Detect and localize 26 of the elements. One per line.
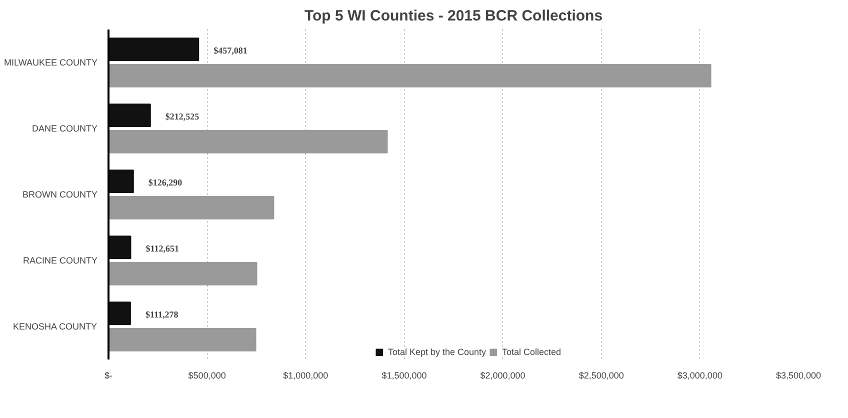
data-label: $212,525 [165,111,200,122]
x-tick-label: $3,500,000 [776,370,822,380]
x-tick-label: $1,000,000 [283,370,328,380]
x-tick-label: $1,500,000 [382,370,427,380]
bar [108,236,132,260]
bar [108,104,151,128]
x-tick-label: $2,000,000 [480,370,526,380]
data-label: $457,081 [214,45,248,56]
data-label: $126,290 [148,177,183,188]
legend-label: Total Kept by the County [388,347,486,357]
bar [108,170,134,194]
legend-label: Total Collected [502,347,562,357]
x-tick-label: $3,000,000 [677,370,722,380]
y-tick-label: RACINE COUNTY [22,256,98,266]
y-tick-label: MILWAUKEE COUNTY [4,58,98,68]
x-tick-label: $2,500,000 [578,370,624,380]
x-tick-label: $500,000 [188,370,226,380]
chart-title: Top 5 WI Counties - 2015 BCR Collections [304,8,603,24]
y-tick-label: DANE COUNTY [32,124,98,134]
x-tick-label: $- [104,370,113,380]
bar [108,38,200,62]
bar [108,302,131,326]
y-tick-label: KENOSHA COUNTY [12,322,98,332]
data-label: $111,278 [145,309,179,320]
data-label: $112,651 [146,243,180,254]
y-tick-label: BROWN COUNTY [22,190,98,200]
